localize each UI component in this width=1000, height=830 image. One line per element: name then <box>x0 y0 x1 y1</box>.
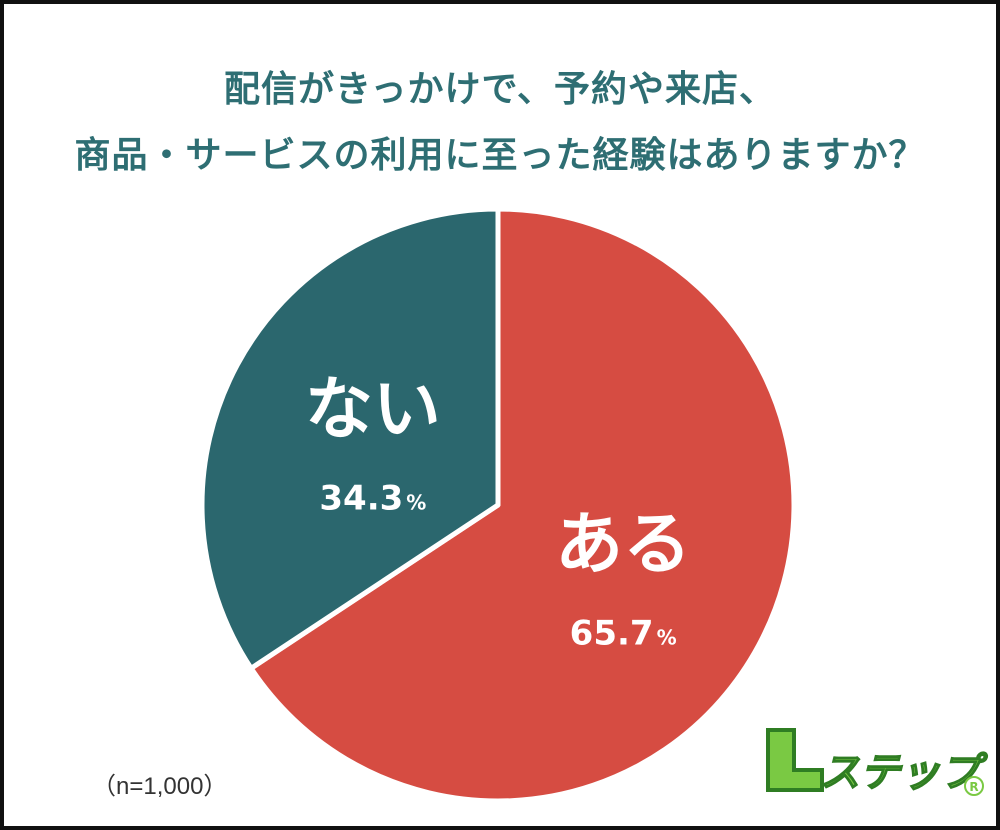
pie-slice-1 <box>199 206 501 671</box>
logo-text: ステップ <box>820 750 988 796</box>
slice-label-1: ない <box>305 371 441 450</box>
chart-title-line-1: 配信がきっかけで、予約や来店、 <box>223 69 777 110</box>
sample-size-note: （n=1,000） <box>92 773 228 800</box>
pie-slice-0 <box>248 206 797 804</box>
chart-title-line-2: 商品・サービスの利用に至った経験はありますか？ <box>74 135 926 176</box>
svg-text:R: R <box>969 780 978 794</box>
slice-label-0: ある <box>555 505 691 584</box>
slice-value-1: 34.3% <box>319 479 426 519</box>
lstep-logo: ステップ R <box>766 728 989 797</box>
slice-value-0: 65.7% <box>570 613 677 653</box>
